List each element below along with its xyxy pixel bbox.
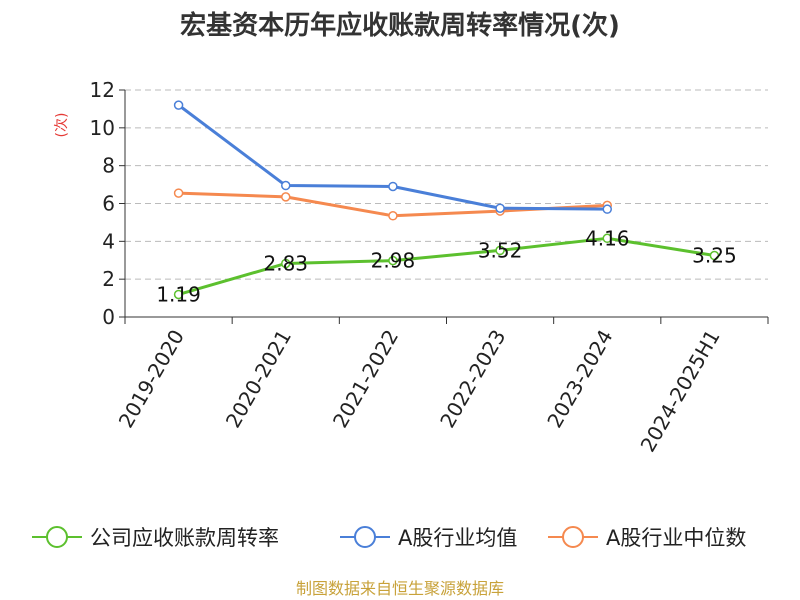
- legend-label[interactable]: A股行业均值: [398, 526, 517, 550]
- data-point: [709, 250, 720, 261]
- data-point: [388, 255, 398, 266]
- data-label: 3.52: [478, 238, 523, 262]
- legend-swatch-marker: [354, 526, 376, 548]
- data-label: 4.16: [585, 226, 630, 250]
- legend-label[interactable]: 公司应收账款周转率: [90, 526, 279, 550]
- data-labels: 1.19 2.83 2.98 3.52 4.16 3.25: [156, 226, 736, 306]
- y-tick-label: 12: [90, 78, 115, 102]
- series: [173, 100, 720, 300]
- y-axis-label: (次): [54, 113, 70, 138]
- chart-title: 宏基资本历年应收账款周转率情况(次): [180, 10, 620, 41]
- source-note: 制图数据来自恒生聚源数据库: [296, 579, 504, 598]
- x-tick-label: 2024-2025H1: [636, 326, 725, 456]
- data-label: 2.98: [371, 249, 416, 273]
- series-line: [177, 103, 608, 211]
- legend-swatch-marker: [46, 526, 68, 548]
- data-point: [281, 192, 291, 202]
- data-point: [173, 289, 184, 300]
- y-tick-label: 4: [102, 229, 115, 253]
- y-tick-label: 2: [102, 267, 115, 291]
- data-point: [495, 245, 505, 256]
- data-label: 2.83: [263, 251, 308, 275]
- x-tick-label: 2021-2022: [328, 326, 403, 432]
- legend-label[interactable]: A股行业中位数: [606, 526, 746, 550]
- data-point: [281, 258, 291, 269]
- y-tick-label: 0: [102, 305, 115, 329]
- x-tick-label: 2019-2020: [114, 326, 189, 432]
- data-point: [495, 203, 505, 213]
- data-point: [281, 180, 291, 191]
- y-tick-label: 10: [90, 116, 115, 140]
- data-point: [602, 204, 612, 214]
- grid: [125, 89, 768, 280]
- series-line: [178, 236, 715, 296]
- axes: 0 2 4 6 8 10 12 2019-2020 2020-2021 2021-2022 2022…: [90, 78, 769, 456]
- y-tick-label: 8: [102, 154, 115, 178]
- data-point: [388, 211, 398, 221]
- legend-swatch-marker: [562, 526, 584, 548]
- x-tick-label: 2022-2023: [435, 326, 510, 432]
- x-tick-label: 2020-2021: [221, 326, 296, 432]
- data-point: [602, 233, 612, 244]
- y-tick-label: 6: [102, 192, 115, 216]
- x-tick-label: 2023-2024: [542, 326, 617, 432]
- data-point: [173, 188, 184, 198]
- data-point: [173, 100, 184, 110]
- data-point: [388, 181, 398, 192]
- legend[interactable]: 公司应收账款周转率 A股行业均值 A股行业中位数: [32, 526, 746, 550]
- data-label: 3.25: [692, 244, 737, 268]
- data-label: 1.19: [156, 282, 201, 306]
